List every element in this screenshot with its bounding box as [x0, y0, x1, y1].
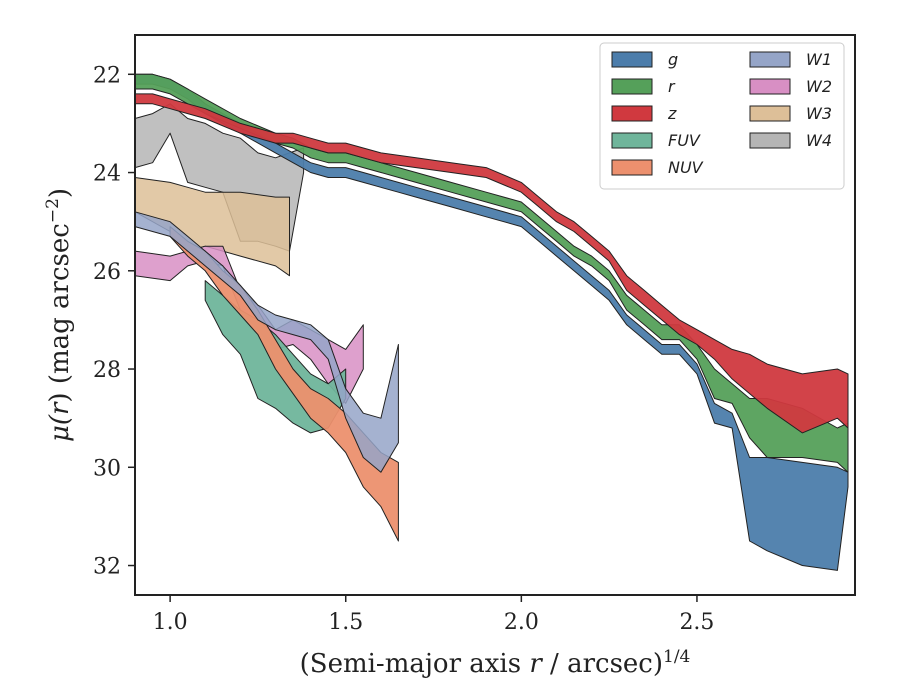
legend: grz FUV NUV W1 W2 W3 W4 [599, 42, 845, 190]
legend-swatch-w4 [749, 132, 791, 149]
x-axis-ticks: 1.0 1.5 2.0 2.5 [153, 595, 714, 635]
plot-frame [134, 34, 856, 596]
legend-label-g: g [668, 50, 678, 69]
x-tick-label: 2.0 [504, 610, 539, 635]
legend-swatch-w1 [749, 51, 791, 68]
band-w1 [134, 211, 399, 473]
y-tick-label: 28 [93, 358, 121, 383]
legend-label-w1: W1 [806, 50, 832, 69]
legend-swatch-g [611, 51, 653, 68]
legend-label-fuv: FUV [668, 131, 701, 150]
legend-swatch-w3 [749, 105, 791, 122]
y-tick-label: 30 [93, 456, 121, 481]
legend-label-nuv: NUV [668, 158, 704, 177]
legend-label-w4: W4 [806, 131, 832, 150]
legend-label-w3: W3 [806, 104, 832, 123]
y-tick-label: 22 [93, 63, 121, 88]
legend-swatch-fuv [611, 132, 653, 149]
legend-swatch-z [611, 105, 653, 122]
band-z [134, 93, 849, 434]
legend-swatch-nuv [611, 159, 653, 176]
legend-label-w2: W2 [806, 77, 832, 96]
y-axis-ticks: 22 24 26 28 30 32 [93, 63, 135, 580]
data-bands [134, 73, 849, 571]
x-tick-label: 2.5 [679, 610, 714, 635]
legend-swatch-w2 [749, 78, 791, 95]
x-tick-label: 1.0 [153, 610, 188, 635]
y-axis-label: μ(r) (mag arcsec−2) [43, 188, 75, 442]
y-tick-label: 24 [93, 162, 121, 187]
legend-label-r: r [668, 77, 676, 96]
y-tick-label: 32 [93, 555, 121, 580]
legend-swatch-r [611, 78, 653, 95]
x-axis-label: (Semi-major axis r / arcsec)1/4 [300, 647, 691, 679]
legend-label-z: z [667, 104, 677, 123]
x-tick-label: 1.5 [328, 610, 363, 635]
band-g [134, 73, 849, 571]
y-tick-label: 26 [93, 260, 121, 285]
